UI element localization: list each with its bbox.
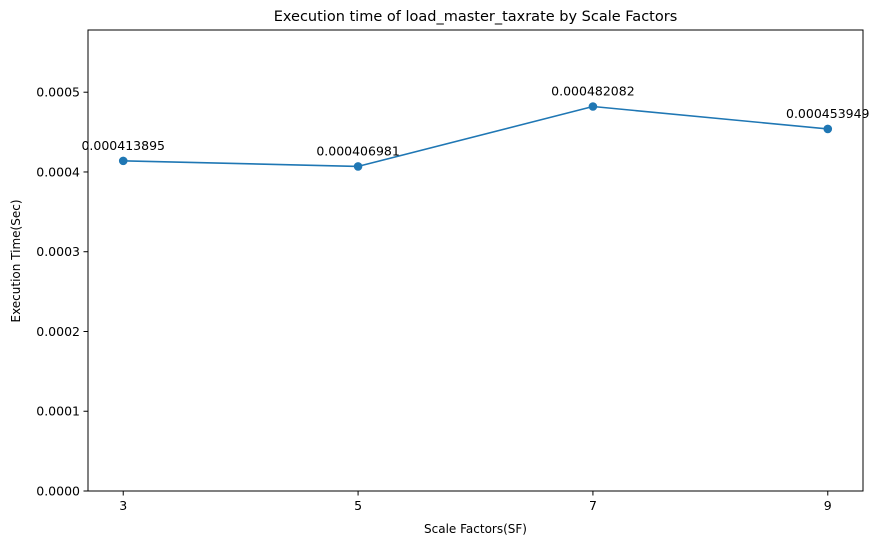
data-label: 0.000482082 bbox=[551, 84, 635, 99]
chart-title: Execution time of load_master_taxrate by… bbox=[274, 9, 678, 25]
data-point bbox=[823, 124, 833, 134]
data-point bbox=[588, 102, 598, 111]
y-tick-label: 0.0003 bbox=[36, 244, 80, 259]
y-tick-label: 0.0001 bbox=[36, 404, 80, 419]
x-tick-label: 9 bbox=[824, 498, 832, 513]
data-label: 0.000413895 bbox=[81, 138, 165, 153]
y-tick-label: 0.0002 bbox=[36, 324, 80, 339]
data-point bbox=[353, 162, 363, 171]
data-label: 0.000406981 bbox=[316, 143, 400, 158]
y-tick-label: 0.0004 bbox=[36, 164, 80, 179]
data-label: 0.000453949 bbox=[786, 106, 870, 121]
x-axis-label: Scale Factors(SF) bbox=[424, 522, 527, 536]
y-tick-label: 0.0000 bbox=[36, 484, 80, 499]
y-tick-label: 0.0005 bbox=[36, 85, 80, 100]
axes-frame bbox=[87, 29, 864, 492]
x-tick-label: 7 bbox=[589, 498, 597, 513]
x-tick-label: 3 bbox=[119, 498, 127, 513]
y-axis-label: Execution Time(Sec) bbox=[9, 199, 23, 322]
x-tick-label: 5 bbox=[354, 498, 362, 513]
data-point bbox=[118, 156, 128, 166]
plot-area: 3 5 7 9 0.0000 0.0001 0.0002 0.0003 0.0004 0.0005… bbox=[36, 29, 870, 513]
series-line bbox=[123, 105, 828, 168]
